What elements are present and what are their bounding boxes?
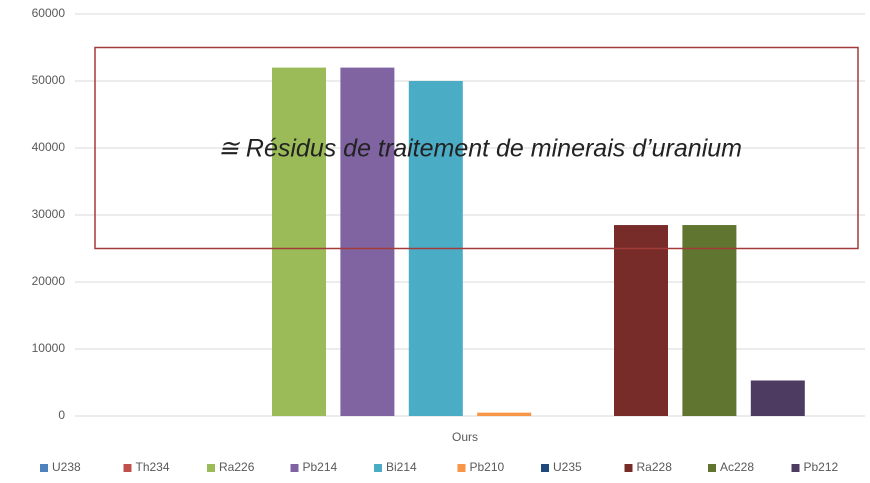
bar (750, 380, 805, 416)
bar (272, 67, 326, 416)
legend-label: Bi214 (386, 460, 417, 474)
legend-label: Ra226 (219, 460, 255, 474)
legend-swatch (40, 464, 48, 472)
legend-label: Ac228 (720, 460, 754, 474)
y-tick-label: 20000 (32, 274, 66, 288)
y-tick-label: 40000 (32, 140, 66, 154)
legend-label: U235 (553, 460, 582, 474)
legend-label: Ra228 (637, 460, 673, 474)
legend-swatch (207, 464, 215, 472)
legend-swatch (791, 464, 800, 472)
legend-swatch (123, 464, 132, 472)
x-tick-label: Ours (452, 430, 478, 444)
y-tick-label: 60000 (32, 6, 66, 20)
y-tick-label: 50000 (32, 73, 66, 87)
legend-label: Pb210 (470, 460, 505, 474)
legend-swatch (541, 464, 549, 472)
y-tick-label: 30000 (32, 207, 66, 221)
legend-swatch (457, 464, 466, 472)
annotation-box (94, 46, 859, 250)
legend-swatch (624, 464, 633, 472)
y-tick-label: 10000 (32, 341, 66, 355)
legend-label: U238 (52, 460, 81, 474)
bar (614, 225, 668, 416)
bar (682, 225, 737, 416)
legend-label: Pb214 (303, 460, 338, 474)
annotation-text: ≅ Résidus de traitement de minerais d’ur… (218, 135, 742, 163)
legend-label: Pb212 (804, 460, 839, 474)
y-tick-label: 0 (58, 408, 65, 422)
legend-swatch (290, 464, 299, 472)
legend-label: Th234 (136, 460, 170, 474)
legend-swatch (708, 464, 716, 472)
bar (340, 67, 395, 416)
bar (477, 412, 532, 416)
legend-swatch (374, 464, 382, 472)
